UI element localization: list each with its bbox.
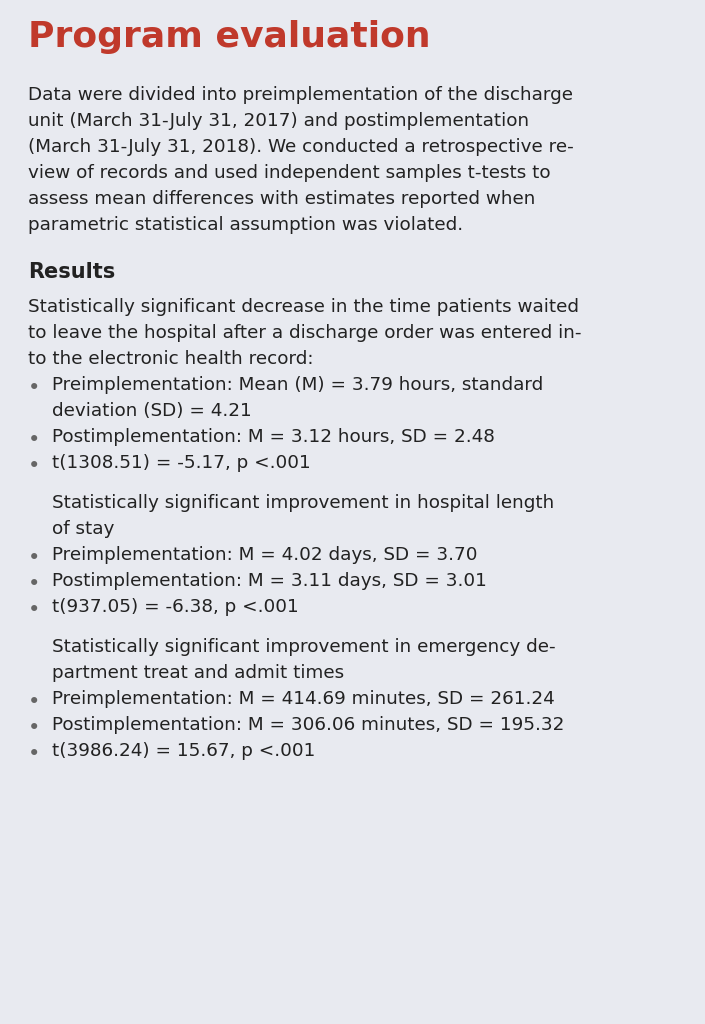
Text: Postimplementation: M = 3.12 hours, SD = 2.48: Postimplementation: M = 3.12 hours, SD =… [52, 428, 495, 446]
Text: Results: Results [28, 262, 115, 282]
Text: •: • [28, 691, 40, 712]
Text: Statistically significant improvement in hospital length: Statistically significant improvement in… [52, 494, 554, 512]
Text: parametric statistical assumption was violated.: parametric statistical assumption was vi… [28, 216, 463, 234]
Text: t(1308.51) = -5.17, p <.001: t(1308.51) = -5.17, p <.001 [52, 454, 311, 472]
Text: Preimplementation: Mean (M) = 3.79 hours, standard: Preimplementation: Mean (M) = 3.79 hours… [52, 376, 544, 394]
Text: •: • [28, 600, 40, 620]
Text: Postimplementation: M = 306.06 minutes, SD = 195.32: Postimplementation: M = 306.06 minutes, … [52, 716, 565, 734]
Text: unit (March 31-July 31, 2017) and postimplementation: unit (March 31-July 31, 2017) and postim… [28, 112, 529, 130]
Text: •: • [28, 456, 40, 476]
Text: •: • [28, 718, 40, 737]
Text: •: • [28, 743, 40, 764]
Text: t(937.05) = -6.38, p <.001: t(937.05) = -6.38, p <.001 [52, 598, 299, 616]
Text: of stay: of stay [52, 520, 114, 538]
Text: •: • [28, 573, 40, 594]
Text: •: • [28, 378, 40, 397]
Text: •: • [28, 430, 40, 450]
Text: Data were divided into preimplementation of the discharge: Data were divided into preimplementation… [28, 86, 573, 104]
Text: partment treat and admit times: partment treat and admit times [52, 664, 344, 682]
Text: deviation (SD) = 4.21: deviation (SD) = 4.21 [52, 402, 252, 420]
Text: Program evaluation: Program evaluation [28, 20, 431, 54]
Text: Statistically significant improvement in emergency de-: Statistically significant improvement in… [52, 638, 556, 656]
Text: t(3986.24) = 15.67, p <.001: t(3986.24) = 15.67, p <.001 [52, 742, 315, 760]
Text: •: • [28, 548, 40, 567]
Text: assess mean differences with estimates reported when: assess mean differences with estimates r… [28, 190, 535, 208]
Text: view of records and used independent samples t-tests to: view of records and used independent sam… [28, 164, 551, 182]
Text: Preimplementation: M = 4.02 days, SD = 3.70: Preimplementation: M = 4.02 days, SD = 3… [52, 546, 477, 564]
Text: to the electronic health record:: to the electronic health record: [28, 350, 314, 368]
Text: Preimplementation: M = 414.69 minutes, SD = 261.24: Preimplementation: M = 414.69 minutes, S… [52, 690, 555, 708]
Text: to leave the hospital after a discharge order was entered in-: to leave the hospital after a discharge … [28, 324, 582, 342]
Text: Statistically significant decrease in the time patients waited: Statistically significant decrease in th… [28, 298, 579, 316]
Text: Postimplementation: M = 3.11 days, SD = 3.01: Postimplementation: M = 3.11 days, SD = … [52, 572, 487, 590]
Text: (March 31-July 31, 2018). We conducted a retrospective re-: (March 31-July 31, 2018). We conducted a… [28, 138, 574, 156]
